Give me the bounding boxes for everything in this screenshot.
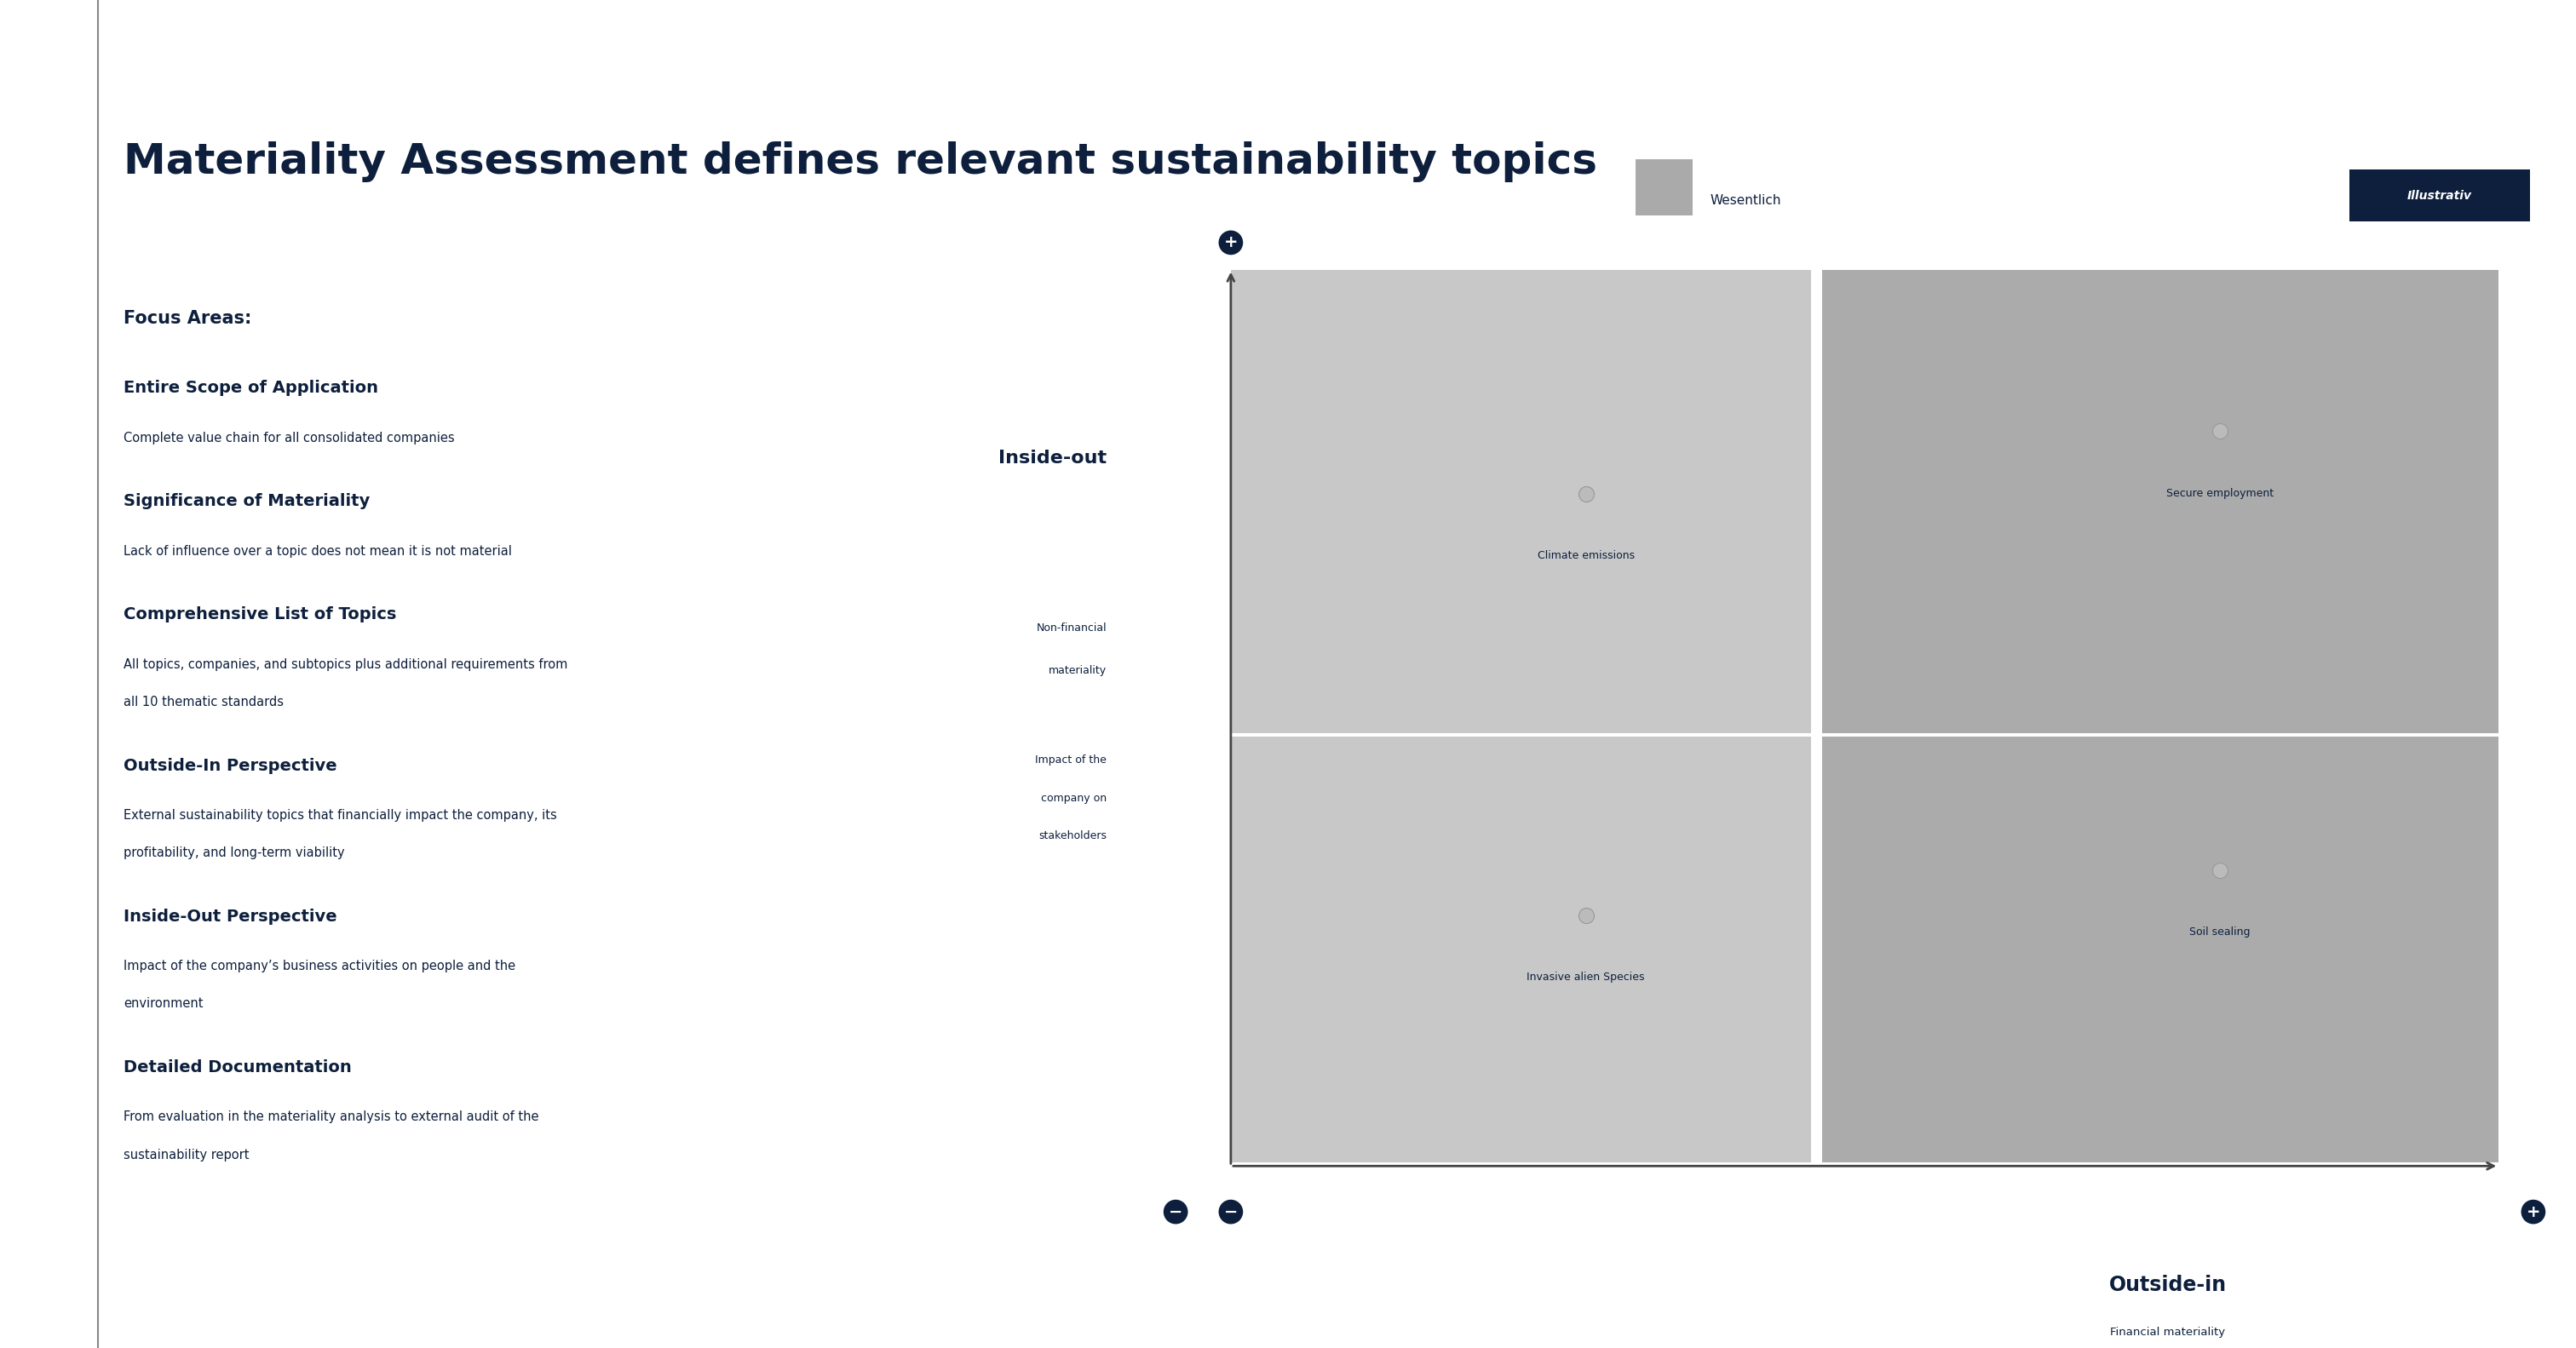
Text: Wesentlich: Wesentlich	[1710, 194, 1783, 208]
Bar	[1231, 270, 1811, 733]
Text: Illustrativ: Illustrativ	[2406, 190, 2473, 201]
Text: Secure employment: Secure employment	[2166, 488, 2275, 499]
Text: Significance of Materiality: Significance of Materiality	[124, 493, 371, 510]
Text: environment: environment	[124, 998, 204, 1010]
Text: Outside-In Perspective: Outside-In Perspective	[124, 758, 337, 774]
Text: all 10 thematic standards: all 10 thematic standards	[124, 696, 283, 708]
Text: +: +	[1224, 235, 1239, 251]
Text: +: +	[2527, 1204, 2540, 1220]
Bar	[1821, 270, 2499, 733]
Text: Complete value chain for all consolidated companies: Complete value chain for all consolidate…	[124, 431, 456, 443]
Text: −: −	[1224, 1204, 1239, 1220]
Text: profitability, and long-term viability: profitability, and long-term viability	[124, 847, 345, 859]
Text: Entire Scope of Application: Entire Scope of Application	[124, 380, 379, 396]
Text: External sustainability topics that financially impact the company, its: External sustainability topics that fina…	[124, 809, 556, 821]
Text: Inside-Out Perspective: Inside-Out Perspective	[124, 909, 337, 925]
Bar	[1636, 159, 1692, 216]
Text: Comprehensive List of Topics: Comprehensive List of Topics	[124, 607, 397, 623]
Text: Non-financial: Non-financial	[1036, 623, 1108, 634]
Text: Climate emissions: Climate emissions	[1538, 550, 1633, 561]
Bar	[1231, 736, 1811, 1162]
Text: company on: company on	[1041, 793, 1108, 803]
Text: Inside-out: Inside-out	[999, 450, 1108, 466]
Text: materiality: materiality	[1048, 665, 1108, 677]
Text: Invasive alien Species: Invasive alien Species	[1528, 972, 1646, 983]
Text: Outside-in: Outside-in	[2110, 1275, 2226, 1295]
Text: −: −	[1170, 1204, 1182, 1220]
Text: From evaluation in the materiality analysis to external audit of the: From evaluation in the materiality analy…	[124, 1111, 538, 1123]
Bar	[1821, 736, 2499, 1162]
Text: Lack of influence over a topic does not mean it is not material: Lack of influence over a topic does not …	[124, 545, 513, 557]
Text: Detailed Documentation: Detailed Documentation	[124, 1060, 353, 1076]
Text: sustainability report: sustainability report	[124, 1148, 250, 1161]
Text: Impact of the company’s business activities on people and the: Impact of the company’s business activit…	[124, 960, 515, 972]
Text: stakeholders: stakeholders	[1038, 830, 1108, 841]
Text: Financial materiality: Financial materiality	[2110, 1326, 2226, 1337]
Text: Materiality Assessment defines relevant sustainability topics: Materiality Assessment defines relevant …	[124, 142, 1597, 182]
Text: Focus Areas:: Focus Areas:	[124, 310, 252, 328]
Text: Impact of the: Impact of the	[1036, 755, 1108, 766]
Bar	[2349, 170, 2530, 221]
Text: Soil sealing: Soil sealing	[2190, 927, 2251, 938]
Text: All topics, companies, and subtopics plus additional requirements from: All topics, companies, and subtopics plu…	[124, 658, 567, 670]
